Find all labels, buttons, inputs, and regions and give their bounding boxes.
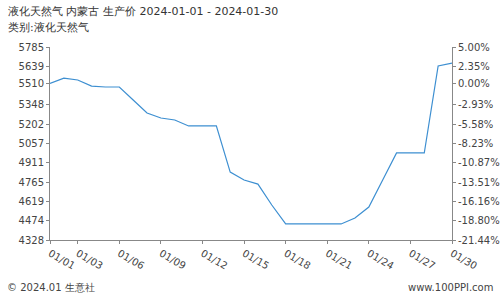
svg-text:4328: 4328 bbox=[19, 235, 44, 246]
svg-text:0.00%: 0.00% bbox=[458, 78, 490, 89]
svg-text:5.00%: 5.00% bbox=[458, 42, 490, 53]
svg-text:2.35%: 2.35% bbox=[458, 61, 490, 72]
svg-text:© 2024.01 生意社: © 2024.01 生意社 bbox=[7, 282, 95, 293]
svg-text:-13.51%: -13.51% bbox=[458, 177, 500, 188]
svg-text:-16.16%: -16.16% bbox=[458, 196, 500, 207]
svg-text:01/24: 01/24 bbox=[365, 248, 395, 272]
svg-text:5202: 5202 bbox=[19, 119, 44, 130]
svg-text:01/03: 01/03 bbox=[74, 248, 104, 272]
svg-text:01/30: 01/30 bbox=[449, 248, 479, 272]
svg-text:5348: 5348 bbox=[19, 99, 44, 110]
svg-text:01/21: 01/21 bbox=[324, 248, 354, 272]
svg-text:4911: 4911 bbox=[19, 157, 44, 168]
svg-text:01/15: 01/15 bbox=[241, 248, 271, 272]
svg-text:5639: 5639 bbox=[19, 61, 44, 72]
svg-text:www.100PPI.com: www.100PPI.com bbox=[408, 282, 493, 293]
svg-text:-2.93%: -2.93% bbox=[458, 99, 493, 110]
svg-text:5057: 5057 bbox=[19, 138, 44, 149]
svg-text:5785: 5785 bbox=[19, 42, 44, 53]
svg-text:-8.23%: -8.23% bbox=[458, 138, 493, 149]
svg-text:01/06: 01/06 bbox=[116, 248, 146, 272]
svg-text:类别:液化天然气: 类别:液化天然气 bbox=[8, 21, 89, 34]
svg-text:-5.58%: -5.58% bbox=[458, 119, 493, 130]
svg-text:液化天然气 内蒙古 生产价 2024-01-01 - 202: 液化天然气 内蒙古 生产价 2024-01-01 - 2024-01-30 bbox=[8, 5, 278, 18]
svg-text:01/09: 01/09 bbox=[157, 248, 187, 272]
svg-text:01/18: 01/18 bbox=[282, 248, 312, 272]
svg-text:4474: 4474 bbox=[19, 215, 44, 226]
svg-text:01/12: 01/12 bbox=[199, 248, 229, 272]
svg-text:5510: 5510 bbox=[19, 78, 44, 89]
svg-text:-21.44%: -21.44% bbox=[458, 235, 500, 246]
svg-text:01/27: 01/27 bbox=[407, 248, 437, 272]
svg-text:-18.80%: -18.80% bbox=[458, 215, 500, 226]
svg-text:-10.87%: -10.87% bbox=[458, 157, 500, 168]
svg-text:4765: 4765 bbox=[19, 177, 44, 188]
svg-text:01/01: 01/01 bbox=[47, 248, 77, 272]
svg-text:4619: 4619 bbox=[19, 196, 44, 207]
